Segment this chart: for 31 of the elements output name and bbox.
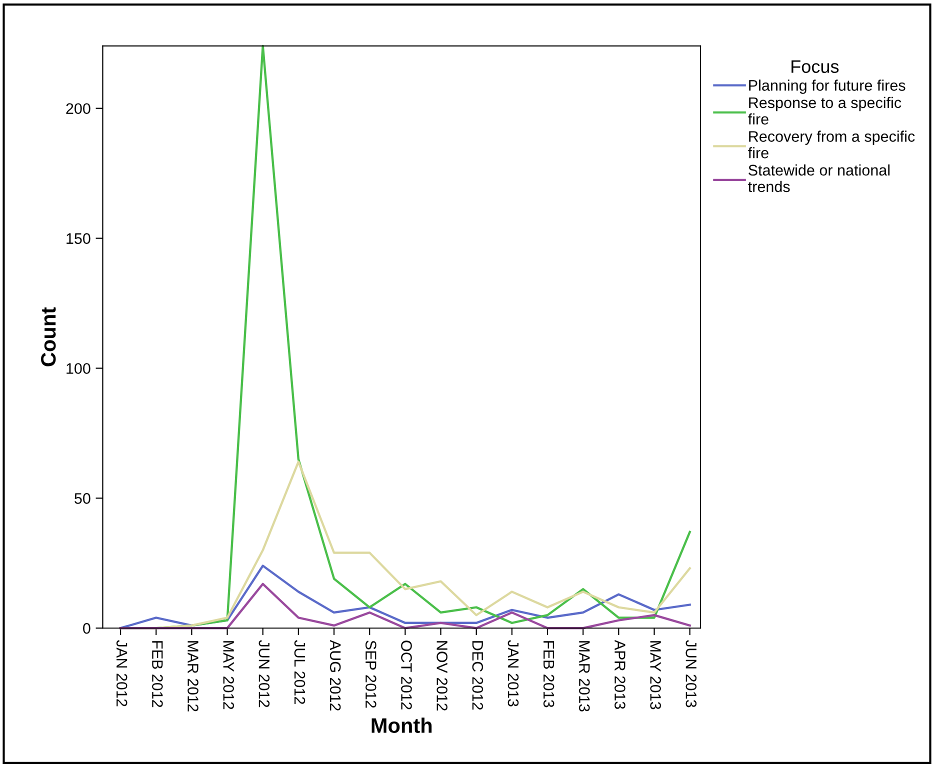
legend-label: Statewide or national trends: [748, 164, 890, 192]
x-tick-label: MAY 2013: [650, 641, 661, 710]
x-tick-label: JAN 2012: [116, 640, 128, 706]
x-tick-label: JAN 2013: [508, 640, 519, 706]
x-tick-label: MAY 2012: [223, 641, 234, 710]
y-tick-label: 50: [74, 493, 90, 504]
x-tick-label: SEP 2012: [365, 640, 376, 708]
line-series: [119, 582, 691, 630]
y-axis-title: Count: [41, 307, 56, 366]
x-tick-label: JUN 2013: [686, 640, 697, 708]
x-tick-label: APR 2013: [614, 640, 626, 709]
x-tick-label: AUG 2012: [330, 640, 341, 710]
y-tick-label: 100: [66, 363, 90, 374]
x-axis-title: Month: [372, 718, 432, 733]
legend-title: Focus: [792, 60, 839, 73]
y-tick-label: 150: [66, 233, 90, 244]
x-tick-label: DEC 2012: [472, 641, 484, 710]
x-tick-label: JUN 2012: [258, 640, 270, 708]
y-tick-label: 200: [66, 103, 90, 114]
legend-label: Response to a specific fire: [748, 96, 902, 125]
x-tick-label: FEB 2012: [152, 641, 163, 708]
legend-label: Planning for future fires: [749, 80, 906, 94]
x-tick-label: MAR 2013: [578, 641, 590, 712]
x-tick-label: NOV 2012: [436, 641, 448, 710]
y-tick-label: 0: [83, 622, 90, 634]
x-tick-label: JUL 2012: [294, 640, 306, 704]
legend-label: Recovery from a specific fire: [748, 130, 915, 158]
x-tick-label: MAR 2012: [188, 641, 198, 712]
x-tick-label: OCT 2012: [401, 640, 412, 710]
x-tick-label: FEB 2013: [543, 641, 554, 708]
line-series: [119, 564, 691, 630]
